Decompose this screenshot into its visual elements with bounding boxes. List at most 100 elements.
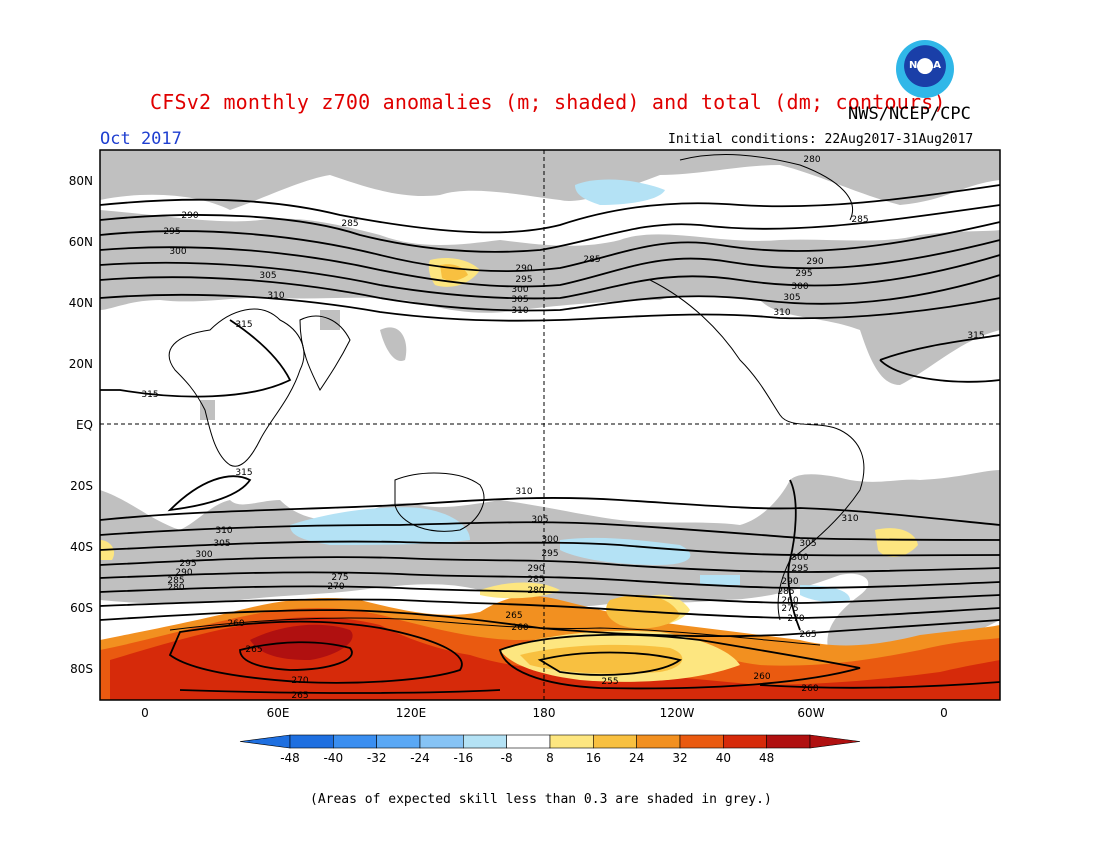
contour-label: 285 (777, 587, 794, 597)
colorbar-tick-label: 8 (546, 751, 554, 765)
initial-conditions: Initial conditions: 22Aug2017-31Aug2017 (668, 132, 974, 147)
colorbar-segment (333, 734, 377, 749)
contour-label: 265 (245, 645, 262, 655)
contour-label: 285 (583, 255, 600, 265)
contour-label: 305 (213, 539, 230, 549)
colorbar-tick-label: 16 (586, 751, 601, 765)
contour-label: 290 (806, 257, 823, 267)
contour-label: 265 (799, 630, 816, 640)
colorbar-tick-label: 32 (672, 751, 687, 765)
contour-label: 315 (235, 320, 252, 330)
colorbar-segment (289, 734, 334, 749)
contour-label: 285 (167, 576, 184, 586)
lon-label: 0 (141, 706, 149, 720)
agency-label: NWS/NCEP/CPC (848, 104, 971, 124)
contour-label: 280 (803, 155, 820, 165)
colorbar-left-arrow (239, 734, 291, 749)
contour-label: 260 (753, 672, 770, 682)
colorbar-segment (506, 734, 551, 749)
colorbar-tick-label: -32 (367, 751, 387, 765)
lat-label: EQ (76, 418, 93, 432)
lon-label: 0 (940, 706, 948, 720)
contour-label: 310 (215, 526, 232, 536)
contour-label: 300 (195, 550, 212, 560)
contour-label: 300 (791, 282, 808, 292)
contour-label: 315 (141, 390, 158, 400)
colorbar-segment (376, 734, 421, 749)
contour-label: 305 (259, 271, 276, 281)
colorbar-tick-label: -8 (501, 751, 513, 765)
contour-label: 300 (169, 247, 186, 257)
contour-label: 295 (791, 564, 808, 574)
contour-label: 290 (781, 577, 798, 587)
contour-label: 285 (527, 575, 544, 585)
forecast-month: Oct 2017 (100, 129, 182, 149)
colorbar-tick-label: 40 (716, 751, 731, 765)
contour-label: 315 (235, 468, 252, 478)
noaa-logo: NOAA (896, 40, 954, 98)
lat-label: 60S (70, 601, 93, 615)
colorbar-segment (636, 734, 681, 749)
colorbar-segment (549, 734, 594, 749)
contour-label: 290 (527, 564, 544, 574)
colorbar-segment (679, 734, 724, 749)
contour-label: 275 (781, 604, 798, 614)
colorbar-tick-label: -24 (410, 751, 430, 765)
lat-label: 80N (69, 174, 93, 188)
contour-label: 295 (163, 227, 180, 237)
contour-label: 310 (773, 308, 790, 318)
contour-label: 310 (267, 291, 284, 301)
contour-label: 290 (515, 264, 532, 274)
contour-label: 270 (291, 676, 308, 686)
lon-label: 60W (797, 706, 824, 720)
contour-label: 295 (515, 275, 532, 285)
contour-label: 290 (181, 211, 198, 221)
contour-label: 265 (291, 691, 308, 701)
lon-label: 60E (267, 706, 290, 720)
noaa-logo-text: NOAA (908, 60, 942, 71)
contour-label: 270 (787, 614, 804, 624)
contour-label: 290 (175, 568, 192, 578)
height-contours (99, 184, 1001, 694)
contour-labels: 280 285 285 285 290 295 300 290 295 300 … (141, 155, 984, 701)
contour-label: 260 (511, 623, 528, 633)
colorbar-segment (463, 734, 507, 749)
colorbar-tick-label: 48 (759, 751, 774, 765)
colorbar-tick-label: -48 (280, 751, 300, 765)
contour-label: 310 (511, 306, 528, 316)
contour-label: 260 (801, 684, 818, 694)
contour-label: 295 (179, 559, 196, 569)
longitude-axis: 0 60E 120E 180 120W 60W 0 (141, 706, 948, 720)
colorbar-segment (766, 734, 811, 749)
contour-label: 280 (527, 586, 544, 596)
contour-label: 305 (799, 539, 816, 549)
latitude-axis: 80N 60N 40N 20N EQ 20S 40S 60S 80S (69, 174, 93, 676)
lon-label: 120W (660, 706, 695, 720)
lat-label: 20N (69, 357, 93, 371)
contour-label: 285 (851, 215, 868, 225)
lat-label: 60N (69, 235, 93, 249)
contour-label: 260 (781, 596, 798, 606)
lat-label: 20S (70, 479, 93, 493)
contour-label: 315 (967, 331, 984, 341)
contour-label: 300 (541, 535, 558, 545)
contour-label: 280 (167, 583, 184, 593)
colorbar-tick-label: -16 (454, 751, 474, 765)
colorbar-segment (593, 734, 637, 749)
lon-label: 120E (396, 706, 427, 720)
chart-title: CFSv2 monthly z700 anomalies (m; shaded)… (150, 90, 946, 114)
contour-label: 300 (511, 285, 528, 295)
negative-anomaly-shading (290, 179, 850, 603)
map-frame (99, 149, 1001, 701)
contour-label: 260 (227, 619, 244, 629)
colorbar-segment (419, 734, 464, 749)
lat-label: 80S (70, 662, 93, 676)
contour-label: 305 (531, 515, 548, 525)
skill-footnote: (Areas of expected skill less than 0.3 a… (310, 792, 772, 807)
lat-label: 40S (70, 540, 93, 554)
contour-label: 310 (515, 487, 532, 497)
contour-label: 265 (505, 611, 522, 621)
colorbar: -48 -40 -32 -24 -16 -8 8 16 24 32 40 48 (239, 734, 861, 765)
contour-label: 295 (795, 269, 812, 279)
